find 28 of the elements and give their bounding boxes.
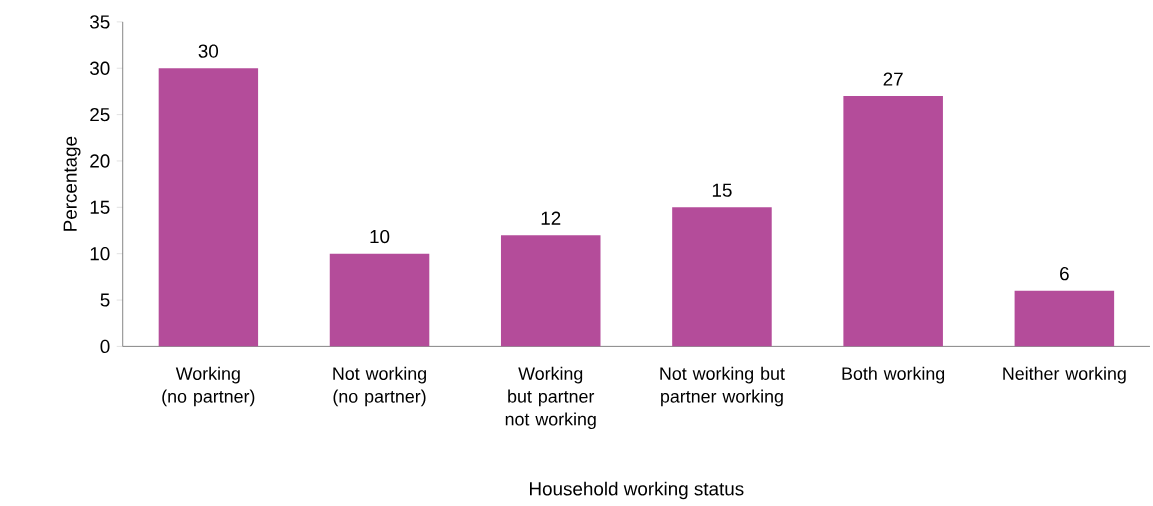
x-tick-label: Working but partner not working bbox=[505, 366, 596, 430]
y-axis-title: Percentage bbox=[63, 136, 81, 231]
y-tick-label: 15 bbox=[90, 200, 110, 215]
x-tick-label: Neither working bbox=[1003, 366, 1126, 384]
x-tick-label: Working (no partner) bbox=[162, 366, 255, 407]
bar bbox=[672, 207, 772, 347]
data-label: 12 bbox=[541, 211, 561, 225]
bar bbox=[500, 235, 601, 347]
data-label: 15 bbox=[712, 183, 732, 198]
data-label: 10 bbox=[370, 230, 390, 244]
y-tick-label: 5 bbox=[100, 293, 110, 307]
data-label: 30 bbox=[198, 44, 219, 58]
y-tick-label: 0 bbox=[100, 339, 110, 354]
y-tick-label: 30 bbox=[90, 61, 110, 76]
x-tick-label: Not working but partner working bbox=[660, 366, 785, 407]
bar bbox=[843, 96, 943, 347]
data-label: 27 bbox=[883, 72, 903, 86]
y-tick-label: 35 bbox=[90, 15, 110, 29]
bar bbox=[329, 253, 430, 347]
bar bbox=[1014, 290, 1115, 347]
data-label: 6 bbox=[1060, 267, 1069, 281]
y-tick-label: 25 bbox=[90, 108, 110, 122]
x-tick-label: Both working bbox=[842, 366, 945, 384]
x-tick-label: Not working (no partner) bbox=[333, 366, 426, 407]
bar bbox=[158, 68, 259, 347]
x-axis-title: Household working status bbox=[530, 481, 744, 500]
y-tick-label: 20 bbox=[90, 154, 110, 168]
y-tick-label: 10 bbox=[90, 247, 110, 261]
